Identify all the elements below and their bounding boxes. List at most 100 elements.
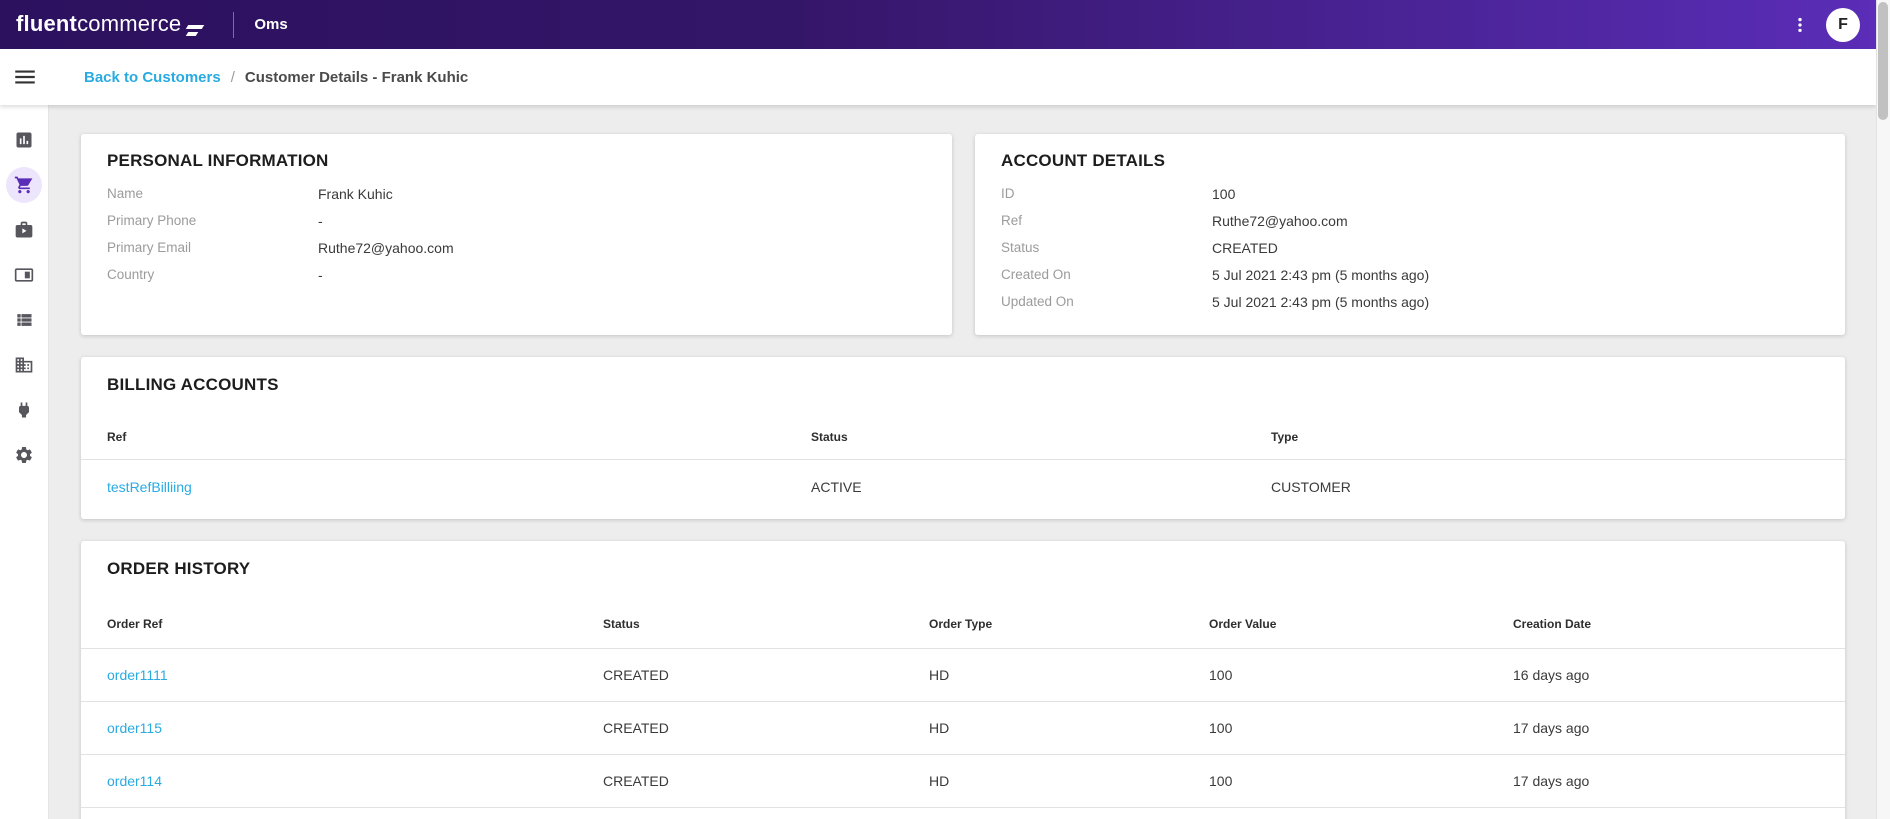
account-details-card: ACCOUNT DETAILS ID 100 Ref Ruthe72@yahoo… [975, 134, 1845, 335]
order-type: HD [929, 667, 950, 683]
column-header: Order Ref [107, 616, 163, 631]
sidebar-item-card[interactable] [0, 252, 49, 297]
column-header: Order Value [1209, 616, 1277, 631]
field-row: Country - [81, 261, 952, 288]
field-label: ID [1001, 186, 1015, 201]
header-divider [233, 11, 235, 38]
column-header: Type [1271, 430, 1299, 444]
field-row: Name Frank Kuhic [81, 180, 952, 207]
field-value: - [318, 266, 323, 283]
field-row: Updated On 5 Jul 2021 2:43 pm (5 months … [975, 288, 1845, 315]
column-header: Order Type [929, 616, 993, 631]
field-value: - [318, 212, 323, 229]
table-row: order115 CREATED HD 100 17 days ago [81, 702, 1845, 755]
field-value: 5 Jul 2021 2:43 pm (5 months ago) [1212, 266, 1430, 283]
billing-ref-link[interactable]: testRefBilliing [107, 479, 192, 495]
sidebar-item-orders[interactable] [0, 162, 49, 207]
scrollbar-thumb[interactable] [1878, 2, 1888, 120]
field-row: ID 100 [975, 180, 1845, 207]
billing-accounts-card: BILLING ACCOUNTS Ref Status Type testRef… [81, 357, 1845, 519]
column-header: Status [603, 616, 640, 631]
table-row: order1111 CREATED HD 100 16 days ago [81, 649, 1845, 702]
order-creation-date: 17 days ago [1513, 773, 1590, 789]
order-status: CREATED [603, 667, 669, 683]
order-ref-link[interactable]: order1111 [107, 667, 168, 683]
order-value: 100 [1209, 667, 1233, 683]
sidebar-item-plug[interactable] [0, 387, 49, 432]
order-value: 100 [1209, 720, 1233, 736]
page-title: Customer Details - Frank Kuhic [244, 68, 469, 86]
field-label: Primary Email [107, 240, 192, 255]
avatar[interactable]: F [1826, 7, 1860, 42]
sidebar-item-building[interactable] [0, 342, 49, 387]
column-header: Ref [107, 430, 127, 444]
billing-status: ACTIVE [811, 479, 862, 495]
breadcrumb-separator: / [230, 68, 235, 86]
logo-bold: fluent [16, 11, 78, 36]
field-value: Frank Kuhic [318, 185, 393, 202]
plug-icon [19, 402, 29, 417]
field-label: Updated On [1001, 294, 1074, 309]
order-type: HD [929, 720, 950, 736]
sidebar-item-briefcase[interactable] [0, 207, 49, 252]
order-ref-link[interactable]: order115 [107, 720, 163, 736]
bar-chart-icon [16, 132, 32, 147]
sidebar-item-settings[interactable] [0, 432, 49, 477]
personal-information-card: PERSONAL INFORMATION Name Frank Kuhic Pr… [81, 134, 952, 335]
breadcrumb-back-link[interactable]: Back to Customers [84, 68, 221, 86]
field-label: Name [107, 186, 144, 201]
payment-card-icon [14, 267, 34, 282]
sidebar-nav [0, 105, 49, 819]
section-title: ACCOUNT DETAILS [1001, 151, 1166, 170]
fluentcommerce-logo: fluent commerce [16, 11, 205, 38]
header-actions: F [1790, 7, 1860, 42]
field-label: Ref [1001, 213, 1023, 228]
shopping-cart-icon [14, 176, 33, 193]
breadcrumb-bar: Back to Customers / Customer Details - F… [0, 49, 1876, 105]
section-title: PERSONAL INFORMATION [107, 151, 329, 170]
building-icon [15, 357, 33, 372]
sidebar-item-list[interactable] [0, 297, 49, 342]
order-history-card: ORDER HISTORY Order Ref Status Order Typ… [81, 541, 1845, 819]
table-row: order114 CREATED HD 100 17 days ago [81, 755, 1845, 808]
order-type: HD [929, 773, 950, 789]
table-row: testRefBilliing ACTIVE CUSTOMER [81, 460, 1845, 514]
hamburger-menu-icon[interactable] [12, 64, 38, 90]
field-row: Primary Phone - [81, 207, 952, 234]
field-value: CREATED [1212, 239, 1278, 256]
order-status: CREATED [603, 720, 669, 736]
section-title: BILLING ACCOUNTS [107, 375, 279, 394]
sidebar-item-bar-chart[interactable] [0, 117, 49, 162]
logo-light: commerce [77, 11, 182, 36]
app-title: Oms [254, 16, 288, 33]
order-ref-link[interactable]: order114 [107, 773, 163, 789]
field-value: Ruthe72@yahoo.com [1212, 212, 1348, 229]
field-value: 100 [1212, 185, 1236, 202]
table-header: Ref Status Type [81, 415, 1845, 460]
field-row: Ref Ruthe72@yahoo.com [975, 207, 1845, 234]
billing-type: CUSTOMER [1271, 479, 1351, 495]
column-header: Creation Date [1513, 616, 1592, 631]
field-label: Primary Phone [107, 213, 197, 228]
table-header: Order Ref Status Order Type Order Value … [81, 599, 1845, 649]
gear-icon [16, 446, 32, 463]
top-app-bar: fluent commerce Oms F [0, 0, 1876, 49]
order-creation-date: 17 days ago [1513, 720, 1590, 736]
field-value: 5 Jul 2021 2:43 pm (5 months ago) [1212, 293, 1430, 310]
field-value: Ruthe72@yahoo.com [318, 239, 454, 256]
column-header: Status [811, 430, 848, 444]
scrollbar[interactable] [1876, 0, 1890, 819]
field-label: Status [1001, 240, 1040, 255]
list-icon [17, 313, 32, 326]
field-label: Country [107, 267, 155, 282]
kebab-menu-icon[interactable] [1790, 13, 1810, 37]
field-label: Created On [1001, 267, 1071, 282]
order-status: CREATED [603, 773, 669, 789]
logo-mark-icon [186, 25, 205, 36]
field-row: Status CREATED [975, 234, 1845, 261]
breadcrumb: Back to Customers / Customer Details - F… [84, 69, 468, 86]
order-creation-date: 16 days ago [1513, 667, 1590, 683]
field-row: Primary Email Ruthe72@yahoo.com [81, 234, 952, 261]
order-value: 100 [1209, 773, 1233, 789]
